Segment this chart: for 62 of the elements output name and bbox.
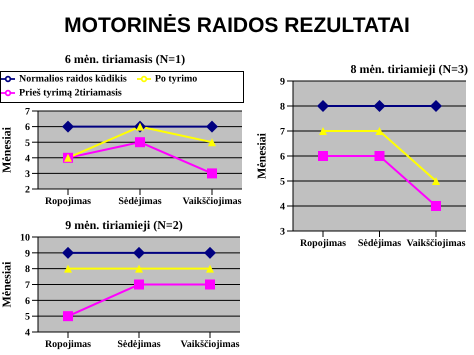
legend-label: Prieš tyrimą 2tiriamasis [19,87,122,98]
point [62,246,74,259]
point [62,120,74,133]
point [206,264,214,273]
y-tick-label: 9 [280,76,285,88]
y-tick-label: 8 [280,102,285,113]
x-tick-label: Vaikščiojimas [182,196,242,208]
point [204,246,216,259]
chart-title: 6 mėn. tiriamasis (N=1) [64,52,186,67]
text: MOTORINĖS RAIDOS REZULTATAI [63,13,411,38]
y-tick-label: 4 [280,202,285,213]
y-tick-label: 10 [20,232,30,244]
y-tick-label: 6 [280,152,285,163]
point [134,280,144,290]
x-tick-label: Vaikščiojimas [180,339,240,350]
point [317,100,329,112]
x-tick-label: Sėdėjimas [118,196,162,208]
point [432,177,440,185]
y-tick-label: 7 [25,106,30,118]
y-tick-label: 8 [25,264,30,276]
x-tick-label: Ropojimas [300,238,346,250]
y-tick-label: 7 [25,280,30,292]
x-tick-label: Vaikščiojimas [406,238,466,250]
point [206,120,218,133]
y-axis-title: Mėnesiai [0,260,14,308]
y-tick-label: 5 [25,138,30,149]
point [431,201,441,211]
y-tick-label: 9 [25,248,30,260]
y-tick-label: 6 [25,296,30,307]
x-tick-label: Ropojimas [44,196,92,208]
legend-label: Po tyrimo [154,73,198,84]
point [319,127,327,135]
point [135,264,143,273]
chart-title: 8 mėn. tiriamieji (N=3) [350,62,469,77]
point [207,168,217,178]
point [205,280,215,290]
x-tick-label: Ropojimas [44,339,92,350]
x-tick-label: Sėdėjimas [117,339,161,350]
point [208,138,216,146]
point [374,151,384,161]
point [63,311,73,322]
point [374,100,386,112]
point [133,246,145,259]
point [376,127,384,135]
point [318,151,328,161]
y-tick-label: 3 [280,226,285,238]
legend-label: Normalios raidos kūdikis [19,73,127,84]
y-tick-label: 4 [25,153,30,164]
y-tick-label: 5 [280,176,285,188]
y-axis-title: Mėnesiai [0,126,14,173]
chart-title: 9 mėn. tiriamieji (N=2) [64,218,184,233]
point [430,100,442,112]
y-axis-title: Mėnesiai [254,132,268,179]
x-tick-label: Sėdėjimas [358,238,402,250]
point [135,137,145,148]
y-tick-label: 6 [25,122,30,134]
y-tick-label: 2 [25,184,30,196]
y-tick-label: 5 [25,312,30,323]
y-tick-label: 4 [25,328,30,339]
y-tick-label: 3 [25,168,30,180]
point [64,264,72,273]
y-tick-label: 7 [280,126,285,138]
